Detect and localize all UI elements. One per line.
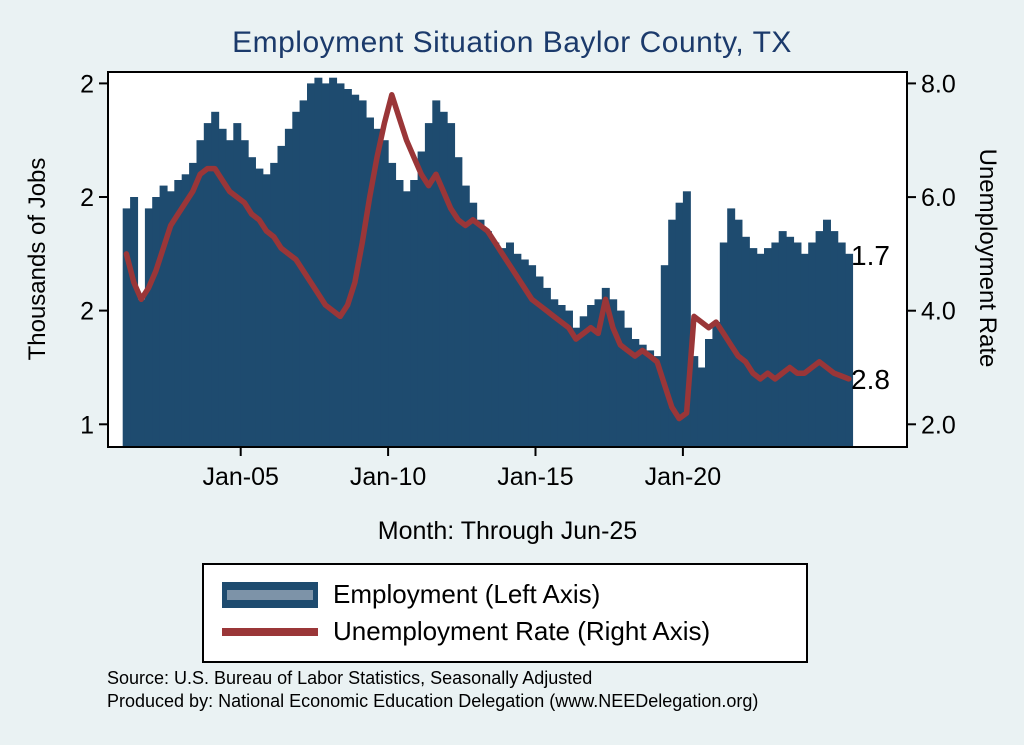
plot-border xyxy=(107,71,908,448)
legend-item-unemployment: Unemployment Rate (Right Axis) xyxy=(222,613,806,650)
produced-by-line: Produced by: National Economic Education… xyxy=(107,691,759,711)
svg-text:4.0: 4.0 xyxy=(921,298,956,326)
chart-title: Employment Situation Baylor County, TX xyxy=(232,26,792,59)
svg-text:2: 2 xyxy=(80,298,94,326)
x-ticks: Jan-05 Jan-10 Jan-15 Jan-20 xyxy=(202,447,721,491)
unemployment-line xyxy=(123,92,852,422)
svg-text:2: 2 xyxy=(80,184,94,212)
x-axis-title: Month: Through Jun-25 xyxy=(377,517,638,545)
legend-label-employment: Employment (Left Axis) xyxy=(333,579,601,609)
employment-bar-swatch-icon xyxy=(222,581,318,608)
source-line: Source: U.S. Bureau of Labor Statistics,… xyxy=(107,668,593,688)
footer-notes: Source: U.S. Bureau of Labor Statistics,… xyxy=(107,667,758,713)
employment-end-value-label: 1.7 xyxy=(851,240,890,271)
svg-text:Jan-15: Jan-15 xyxy=(497,463,573,491)
svg-text:2: 2 xyxy=(80,70,94,98)
legend-item-employment: Employment (Left Axis) xyxy=(222,576,806,613)
legend: Employment (Left Axis) Unemployment Rate… xyxy=(202,563,808,663)
right-ticks: 8.0 6.0 4.0 2.0 xyxy=(907,70,956,439)
svg-text:1: 1 xyxy=(80,411,94,439)
svg-text:6.0: 6.0 xyxy=(921,184,956,212)
svg-text:Jan-10: Jan-10 xyxy=(350,463,426,491)
svg-text:8.0: 8.0 xyxy=(921,70,956,98)
unemployment-line-swatch-icon xyxy=(222,627,318,636)
employment-bars xyxy=(122,77,854,448)
svg-text:Jan-20: Jan-20 xyxy=(645,463,721,491)
left-ticks: 2 2 2 1 xyxy=(80,70,108,439)
svg-text:Jan-05: Jan-05 xyxy=(202,463,278,491)
employment-swatch-stripe xyxy=(227,589,313,600)
svg-text:2.0: 2.0 xyxy=(921,411,956,439)
unemployment-end-value-label: 2.8 xyxy=(851,364,890,395)
legend-label-unemployment: Unemployment Rate (Right Axis) xyxy=(333,616,711,646)
